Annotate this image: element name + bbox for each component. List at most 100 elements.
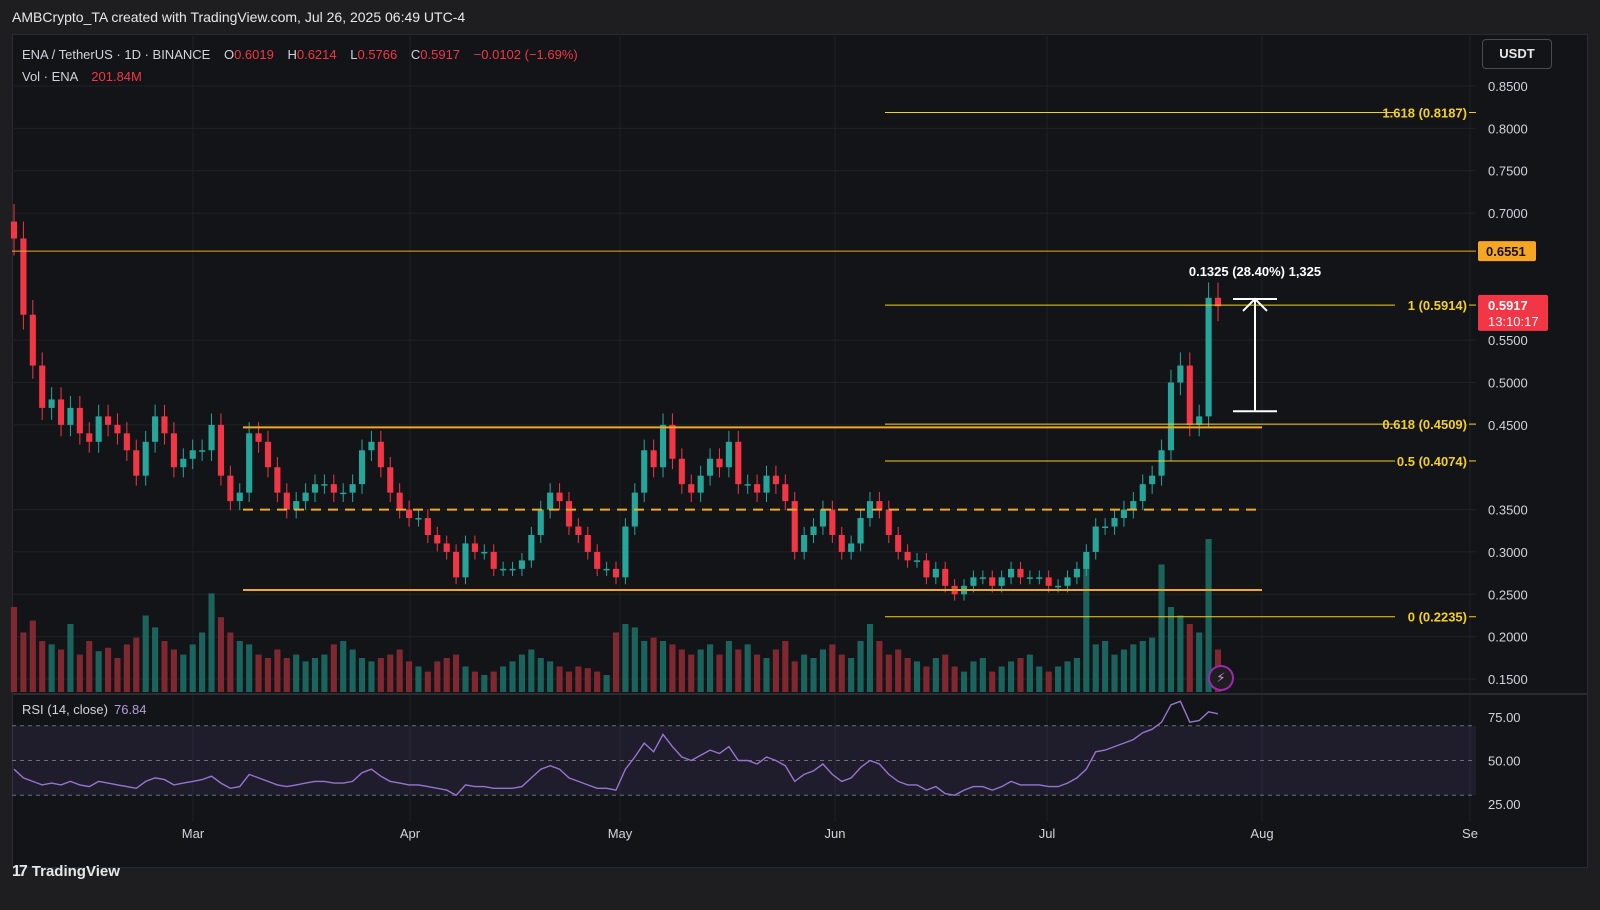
candle-body — [556, 492, 563, 502]
volume-bar — [725, 641, 732, 692]
candle-body — [20, 238, 27, 315]
volume-bar — [518, 654, 525, 692]
resistance-price-tag — [1478, 241, 1536, 262]
volume-bar — [481, 675, 488, 692]
volume-bar — [556, 666, 563, 692]
volume-bar — [1026, 654, 1033, 692]
bar-countdown-label: 13:10:17 — [1488, 314, 1539, 329]
volume-bar — [509, 661, 516, 692]
currency-button[interactable]: USDT — [1482, 39, 1552, 69]
volume-bar — [311, 658, 319, 692]
volume-bar — [801, 654, 808, 692]
candle-body — [424, 518, 431, 535]
volume-bar — [1111, 654, 1118, 692]
volume-bar — [669, 644, 676, 692]
candle-body — [989, 577, 996, 586]
candle-body — [1083, 551, 1090, 569]
volume-bar — [678, 649, 685, 692]
volume-bar — [1205, 539, 1212, 692]
candle-body — [142, 441, 149, 476]
rsi-tick-label: 75.00 — [1488, 710, 1521, 725]
volume-bar — [913, 661, 921, 692]
candle-body — [387, 467, 394, 493]
volume-bar — [970, 661, 977, 692]
volume-bar — [979, 658, 986, 692]
volume-bar — [1177, 615, 1184, 692]
candle-body — [48, 399, 55, 408]
candle-body — [227, 475, 234, 502]
volume-bar — [584, 668, 591, 692]
candle-body — [264, 441, 272, 468]
candle-body — [848, 543, 855, 552]
candle-body — [876, 501, 883, 510]
candle-body — [293, 501, 300, 510]
volume-bar — [659, 641, 667, 692]
volume-bar — [67, 624, 74, 692]
candle-body — [330, 484, 337, 493]
volume-bar — [885, 654, 892, 692]
rsi-label[interactable]: RSI (14, close) — [22, 702, 108, 717]
volume-bar — [48, 644, 55, 692]
tradingview-logo-icon: 17 — [12, 863, 28, 880]
volume-bar — [462, 666, 469, 692]
volume-bar — [1130, 644, 1137, 692]
volume-bar — [1045, 671, 1052, 692]
candle-body — [772, 475, 779, 485]
rsi-tick-label: 50.00 — [1488, 754, 1521, 769]
candle-body — [161, 416, 168, 434]
x-tick-label: Se — [1462, 826, 1478, 841]
x-tick-label: Aug — [1250, 826, 1273, 841]
candle-body — [57, 399, 65, 425]
volume-bar — [415, 666, 422, 692]
y-tick-label: 0.7000 — [1488, 206, 1528, 221]
candle-body — [528, 534, 535, 561]
volume-bar — [932, 658, 939, 692]
volume-bar — [857, 641, 864, 692]
candle-body — [86, 433, 93, 442]
rsi-tick-label: 25.00 — [1488, 797, 1521, 812]
candle-body — [453, 551, 460, 578]
volume-bar — [547, 661, 554, 692]
volume-bar — [264, 658, 272, 692]
flash-icon[interactable]: ⚡ — [1208, 665, 1234, 691]
volume-bar — [302, 661, 309, 692]
candle-body — [396, 492, 403, 510]
candle-body — [1111, 518, 1118, 527]
high-value: 0.6214 — [296, 47, 337, 62]
candle-body — [236, 492, 243, 502]
candle-body — [199, 450, 206, 452]
candle-body — [518, 560, 525, 569]
candle-body — [1177, 365, 1184, 383]
rsi-line — [13, 700, 1219, 797]
y-tick-label: 0.2000 — [1488, 630, 1528, 645]
candle-body — [678, 458, 685, 485]
volume-bar — [782, 641, 789, 692]
candle-body — [819, 509, 826, 527]
volume-bar — [744, 644, 751, 692]
rsi-legend: RSI (14, close) 76.84 — [22, 702, 147, 717]
volume-label[interactable]: Vol · ENA — [22, 69, 78, 84]
candle-body — [923, 560, 930, 578]
candle-body — [725, 441, 732, 468]
current-price-label: 0.5917 — [1488, 298, 1528, 313]
volume-bar — [876, 641, 883, 692]
volume-bar — [255, 654, 262, 692]
volume-bar — [189, 644, 196, 692]
symbol-label[interactable]: ENA / TetherUS · 1D · BINANCE — [22, 47, 211, 62]
candle-body — [1008, 568, 1015, 578]
chart-frame[interactable] — [12, 34, 1588, 868]
candle-body — [829, 509, 836, 535]
volume-bar — [29, 620, 36, 692]
candle-body — [246, 433, 253, 493]
candle-body — [1139, 484, 1146, 502]
volume-bar — [716, 654, 723, 692]
candle-body — [716, 458, 723, 468]
volume-bar — [490, 671, 497, 692]
candle-body — [1026, 577, 1033, 579]
volume-bar — [86, 641, 93, 692]
candle-body — [123, 433, 130, 451]
candle-body — [95, 416, 102, 442]
candle-body — [443, 543, 450, 552]
x-tick-label: Jun — [825, 826, 846, 841]
